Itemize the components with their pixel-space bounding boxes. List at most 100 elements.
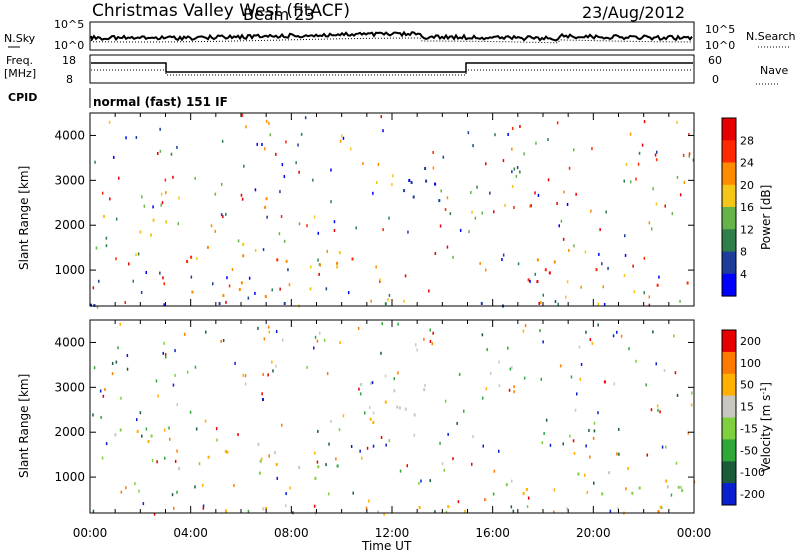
power-cell xyxy=(283,302,286,305)
power-speckle xyxy=(254,291,256,295)
power-colorbar-tick: 24 xyxy=(740,157,754,170)
power-cell xyxy=(242,242,245,246)
velocity-speckle xyxy=(272,369,274,373)
velocity-speckle xyxy=(313,504,316,508)
velocity-speckle xyxy=(359,449,361,453)
velocity-speckle xyxy=(463,409,465,413)
nsearch-label: N.Search xyxy=(746,30,796,43)
velocity-speckle xyxy=(659,410,661,414)
velocity-speckle xyxy=(126,354,129,357)
velocity-speckle xyxy=(244,382,247,386)
velocity-speckle xyxy=(593,421,596,425)
velocity-cell xyxy=(119,428,122,432)
velocity-cell xyxy=(273,451,276,455)
noise-tick-low-left: 10^0 xyxy=(54,39,84,52)
velocity-speckle xyxy=(663,369,666,372)
power-heatmap xyxy=(90,113,695,309)
power-speckle xyxy=(226,276,228,280)
velocity-cell xyxy=(259,459,262,463)
power-speckle xyxy=(651,227,653,231)
power-speckle xyxy=(372,191,374,195)
power-speckle xyxy=(624,234,626,238)
velocity-speckle xyxy=(115,360,118,364)
freq-label: Freq. xyxy=(6,54,33,67)
power-cell xyxy=(139,230,142,234)
power-speckle xyxy=(554,300,557,304)
power-speckle xyxy=(271,288,273,292)
velocity-speckle xyxy=(457,500,460,504)
power-speckle xyxy=(285,140,287,144)
velocity-cell xyxy=(577,472,580,476)
power-speckle xyxy=(648,221,651,225)
power-speckle xyxy=(513,167,516,171)
power-cell xyxy=(276,258,279,262)
power-speckle xyxy=(382,129,384,133)
velocity-colorbar-frame xyxy=(721,329,737,506)
power-cell xyxy=(309,287,312,291)
power-cell xyxy=(103,214,105,218)
velocity-speckle xyxy=(482,396,484,400)
power-speckle xyxy=(241,197,244,201)
power-speckle xyxy=(474,216,477,220)
power-colorbar-swatch xyxy=(722,118,736,141)
power-speckle xyxy=(434,252,437,255)
power-speckle xyxy=(240,193,243,197)
power-speckle xyxy=(298,170,300,174)
velocity-cell xyxy=(631,491,634,495)
velocity-cell xyxy=(257,442,260,446)
velocity-speckle xyxy=(335,457,337,461)
power-speckle xyxy=(387,298,389,302)
velocity-speckle xyxy=(102,394,105,398)
velocity-speckle xyxy=(142,502,145,506)
power-speckle xyxy=(304,116,307,120)
velocity-speckle xyxy=(510,505,513,509)
power-cell xyxy=(264,205,267,209)
power-speckle xyxy=(679,193,682,197)
nsky-label: N.Sky xyxy=(4,32,36,45)
power-speckle xyxy=(225,212,227,216)
power-speckle xyxy=(256,142,258,146)
xtick-label: 04:00 xyxy=(173,526,208,540)
power-speckle xyxy=(513,206,515,209)
velocity-speckle xyxy=(326,372,329,376)
power-speckle xyxy=(565,295,567,299)
velocity-speckle xyxy=(371,381,374,385)
velocity-speckle xyxy=(573,451,576,455)
power-speckle xyxy=(566,280,569,284)
power-speckle xyxy=(325,287,328,291)
velocity-speckle xyxy=(646,453,648,457)
velocity-speckle xyxy=(99,389,102,393)
velocity-cell xyxy=(677,485,680,489)
velocity-speckle xyxy=(176,449,178,453)
power-speckle xyxy=(638,151,641,155)
power-cell xyxy=(285,259,288,263)
velocity-speckle xyxy=(549,443,552,447)
velocity-speckle xyxy=(216,438,218,442)
noise-tick-high-right: 10^5 xyxy=(705,23,735,36)
power-speckle xyxy=(664,204,666,208)
power-speckle xyxy=(643,256,646,260)
power-speckle xyxy=(624,253,627,257)
noise-tick-high-left: 10^5 xyxy=(54,18,84,31)
velocity-speckle xyxy=(657,408,659,412)
velocity-speckle xyxy=(275,330,278,333)
velocity-speckle xyxy=(156,460,158,464)
velocity-cell xyxy=(423,388,426,392)
velocity-speckle xyxy=(138,489,140,493)
power-colorbar-swatch xyxy=(722,140,736,164)
velocity-speckle xyxy=(597,323,599,327)
velocity-speckle xyxy=(523,376,526,380)
power-speckle xyxy=(212,282,214,286)
velocity-speckle xyxy=(134,482,136,486)
velocity-speckle xyxy=(393,377,395,381)
velocity-speckle xyxy=(317,429,319,433)
power-colorbar-swatch xyxy=(722,162,736,186)
power-speckle xyxy=(534,272,536,276)
power-speckle xyxy=(566,203,569,206)
velocity-speckle xyxy=(262,373,264,376)
power-ytick-label: 2000 xyxy=(54,218,85,232)
velocity-speckle xyxy=(164,428,166,432)
xtick-label: 08:00 xyxy=(274,526,309,540)
xtick-label: 00:00 xyxy=(73,526,108,540)
power-cell xyxy=(410,181,413,184)
